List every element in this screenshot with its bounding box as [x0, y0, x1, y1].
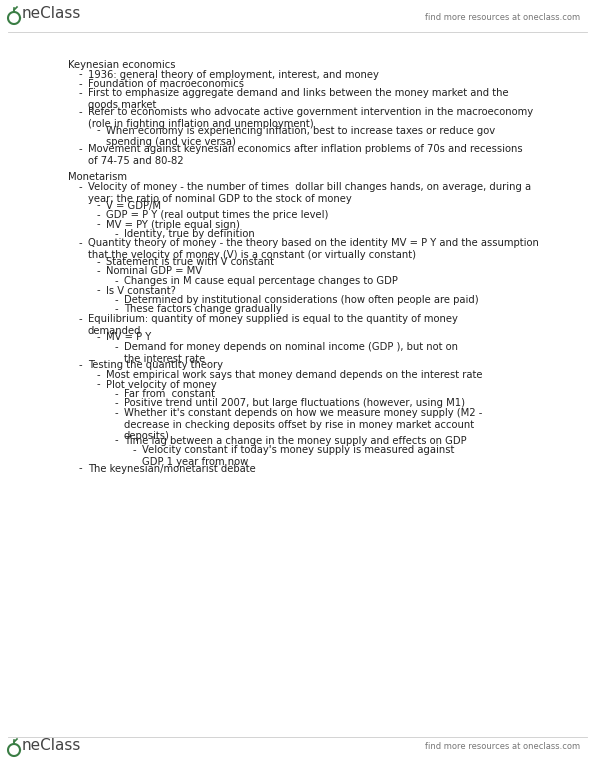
Text: -: -	[96, 257, 100, 267]
Text: 1936: general theory of employment, interest, and money: 1936: general theory of employment, inte…	[88, 69, 379, 79]
Text: -: -	[96, 370, 100, 380]
Text: Refer to economists who advocate active government intervention in the macroecon: Refer to economists who advocate active …	[88, 107, 533, 129]
Text: MV = PY (triple equal sign): MV = PY (triple equal sign)	[106, 219, 240, 229]
Text: Changes in M cause equal percentage changes to GDP: Changes in M cause equal percentage chan…	[124, 276, 398, 286]
Text: When economy is experiencing inflation, best to increase taxes or reduce gov
spe: When economy is experiencing inflation, …	[106, 126, 495, 147]
Text: These factors change gradually: These factors change gradually	[124, 304, 282, 314]
Text: -: -	[132, 445, 136, 455]
Text: Demand for money depends on nominal income (GDP ), but not on
the interest rate: Demand for money depends on nominal inco…	[124, 342, 458, 363]
Text: -: -	[96, 266, 100, 276]
Text: Whether it's constant depends on how we measure money supply (M2 -
decrease in c: Whether it's constant depends on how we …	[124, 408, 483, 441]
Text: Identity, true by definition: Identity, true by definition	[124, 229, 255, 239]
Text: -: -	[114, 399, 118, 409]
Text: -: -	[78, 144, 82, 154]
Text: -: -	[96, 286, 100, 296]
Text: -: -	[78, 182, 82, 192]
Text: The keynesian/monetarist debate: The keynesian/monetarist debate	[88, 464, 256, 474]
Text: GDP = P Y (real output times the price level): GDP = P Y (real output times the price l…	[106, 210, 328, 220]
Text: -: -	[96, 210, 100, 220]
Text: Statement is true with V constant: Statement is true with V constant	[106, 257, 274, 267]
Text: -: -	[114, 436, 118, 446]
Text: -: -	[114, 342, 118, 352]
Text: -: -	[96, 380, 100, 390]
Text: -: -	[78, 360, 82, 370]
Text: Is V constant?: Is V constant?	[106, 286, 176, 296]
Text: Foundation of macroeconomics: Foundation of macroeconomics	[88, 79, 244, 89]
Text: -: -	[78, 239, 82, 249]
Text: Velocity constant if today's money supply is measured against
GDP 1 year from no: Velocity constant if today's money suppl…	[142, 445, 455, 467]
Text: Nominal GDP = MV: Nominal GDP = MV	[106, 266, 202, 276]
Text: Keynesian economics: Keynesian economics	[68, 60, 176, 70]
Text: -: -	[78, 79, 82, 89]
Text: First to emphasize aggregate demand and links between the money market and the
g: First to emphasize aggregate demand and …	[88, 89, 509, 110]
Text: -: -	[96, 200, 100, 210]
Text: Plot velocity of money: Plot velocity of money	[106, 380, 217, 390]
Text: -: -	[114, 389, 118, 399]
Text: Far from  constant: Far from constant	[124, 389, 215, 399]
Text: -: -	[78, 314, 82, 324]
Text: neClass: neClass	[22, 738, 82, 752]
Text: Most empirical work says that money demand depends on the interest rate: Most empirical work says that money dema…	[106, 370, 483, 380]
Text: Velocity of money - the number of times  dollar bill changes hands, on average, : Velocity of money - the number of times …	[88, 182, 531, 203]
Text: -: -	[78, 69, 82, 79]
Text: -: -	[114, 276, 118, 286]
Text: Equilibrium: quantity of money supplied is equal to the quantity of money
demand: Equilibrium: quantity of money supplied …	[88, 314, 458, 336]
Text: -: -	[96, 219, 100, 229]
Text: -: -	[114, 304, 118, 314]
Text: -: -	[114, 295, 118, 305]
Text: -: -	[78, 89, 82, 99]
Text: -: -	[114, 229, 118, 239]
Text: Quantity theory of money - the theory based on the identity MV = P Y and the ass: Quantity theory of money - the theory ba…	[88, 239, 539, 260]
Text: -: -	[78, 107, 82, 117]
Text: Time lag between a change in the money supply and effects on GDP: Time lag between a change in the money s…	[124, 436, 466, 446]
Text: Positive trend until 2007, but large fluctuations (however, using M1): Positive trend until 2007, but large flu…	[124, 399, 465, 409]
Text: Determined by institutional considerations (how often people are paid): Determined by institutional consideratio…	[124, 295, 478, 305]
Text: -: -	[78, 464, 82, 474]
Text: find more resources at oneclass.com: find more resources at oneclass.com	[425, 13, 580, 22]
Text: neClass: neClass	[22, 5, 82, 21]
Text: Testing the quantity theory: Testing the quantity theory	[88, 360, 223, 370]
Text: -: -	[96, 333, 100, 343]
Text: Monetarism: Monetarism	[68, 172, 127, 182]
Text: -: -	[96, 126, 100, 136]
Text: MV = P Y: MV = P Y	[106, 333, 151, 343]
Text: find more resources at oneclass.com: find more resources at oneclass.com	[425, 742, 580, 751]
Text: V = GDP/M: V = GDP/M	[106, 200, 161, 210]
Text: Movement against keynesian economics after inflation problems of 70s and recessi: Movement against keynesian economics aft…	[88, 144, 522, 166]
Text: -: -	[114, 408, 118, 418]
